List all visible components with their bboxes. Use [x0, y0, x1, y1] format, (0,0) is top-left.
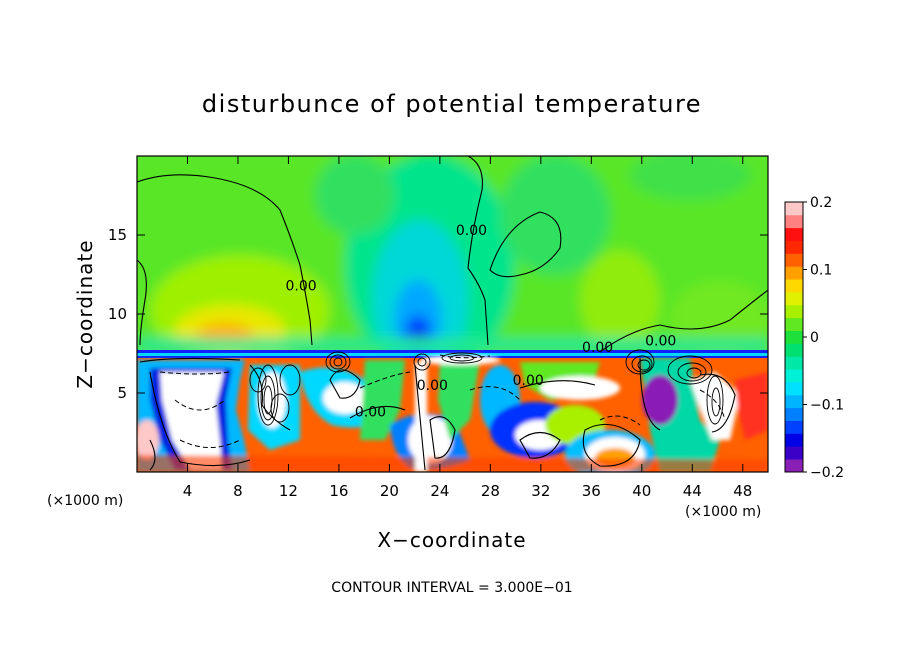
colorbar-swatch [785, 304, 803, 319]
colorbar: −0.2 −0.1 0 0.1 0.2 [784, 195, 844, 481]
x-tick-label: 20 [380, 482, 399, 500]
x-axis-label: X−coordinate [377, 528, 526, 552]
colorbar-swatch [785, 227, 803, 241]
z-unit-label: (×1000 m) [47, 493, 123, 509]
colorbar-swatch [785, 240, 803, 254]
x-tick-label: 24 [430, 482, 449, 500]
lower-field [137, 355, 768, 472]
z-axis-label: Z−coordinate [73, 239, 97, 388]
colorbar-swatch [785, 317, 803, 331]
z-tick-label: 10 [108, 305, 127, 323]
upper-field [137, 156, 768, 380]
colorbar-swatch [785, 343, 803, 357]
colorbar-swatch [785, 214, 803, 229]
colorbar-swatch [785, 407, 803, 421]
x-tick-label: 16 [329, 482, 348, 500]
contour-labels: 0.00 0.00 0.00 0.00 0.00 0.00 0.00 [285, 223, 676, 421]
x-tick-label: 32 [531, 482, 550, 500]
colorbar-tick-label: −0.2 [810, 465, 844, 481]
y-axis: 5 10 15 [108, 226, 768, 402]
colorbar-swatch [785, 420, 803, 434]
contour-cluster-16km [325, 351, 351, 373]
chart-title: disturbunce of potential temperature [202, 90, 702, 118]
x-tick-label: 12 [279, 482, 298, 500]
colorbar-swatch [785, 382, 803, 396]
contour-label: 0.00 [513, 373, 544, 389]
colorbar-swatch [785, 330, 803, 344]
plot-field: 0.00 0.00 0.00 0.00 0.00 0.00 0.00 [137, 156, 768, 472]
contour-label: 0.00 [645, 334, 676, 350]
colorbar-tick-label: −0.1 [810, 398, 844, 414]
colorbar-swatch [785, 459, 803, 473]
contour-label: 0.00 [582, 340, 613, 356]
contour-label: 0.00 [417, 378, 448, 394]
colorbar-swatch [785, 292, 803, 306]
colorbar-swatch [785, 253, 803, 267]
z-tick-label: 5 [117, 384, 127, 402]
x-tick-label: 40 [632, 482, 651, 500]
colorbar-tick-label: 0.1 [810, 263, 832, 279]
x-tick-label: 28 [481, 482, 500, 500]
x-tick-label: 8 [233, 482, 243, 500]
colorbar-swatch [785, 433, 803, 447]
colorbar-swatch [785, 446, 803, 460]
contour-label: 0.00 [355, 405, 386, 421]
colorbar-swatch [785, 394, 803, 409]
z-tick-label: 15 [108, 226, 127, 244]
contour-interval-note: CONTOUR INTERVAL = 3.000E−01 [331, 580, 572, 596]
contour-label: 0.00 [285, 278, 316, 294]
colorbar-tick-label: 0.2 [810, 195, 832, 211]
x-tick-label: 44 [683, 482, 702, 500]
contour-cluster-23km [413, 352, 483, 371]
colorbar-swatch [785, 369, 803, 383]
x-tick-label: 36 [582, 482, 601, 500]
contour-label: 0.00 [456, 223, 487, 239]
colorbar-swatch [785, 266, 803, 280]
x-unit-label: (×1000 m) [685, 504, 761, 520]
colorbar-swatch [785, 279, 803, 293]
contour-cluster-40km [625, 349, 724, 425]
colorbar-swatch [785, 356, 803, 370]
x-tick-label: 48 [733, 482, 752, 500]
colorbar-tick-label: 0 [810, 330, 819, 346]
colorbar-swatch [785, 202, 803, 216]
x-tick-label: 4 [183, 482, 193, 500]
x-axis: 4 8 12 16 20 24 28 32 36 40 44 48 [183, 156, 752, 500]
contour-cluster-12km [249, 364, 301, 426]
